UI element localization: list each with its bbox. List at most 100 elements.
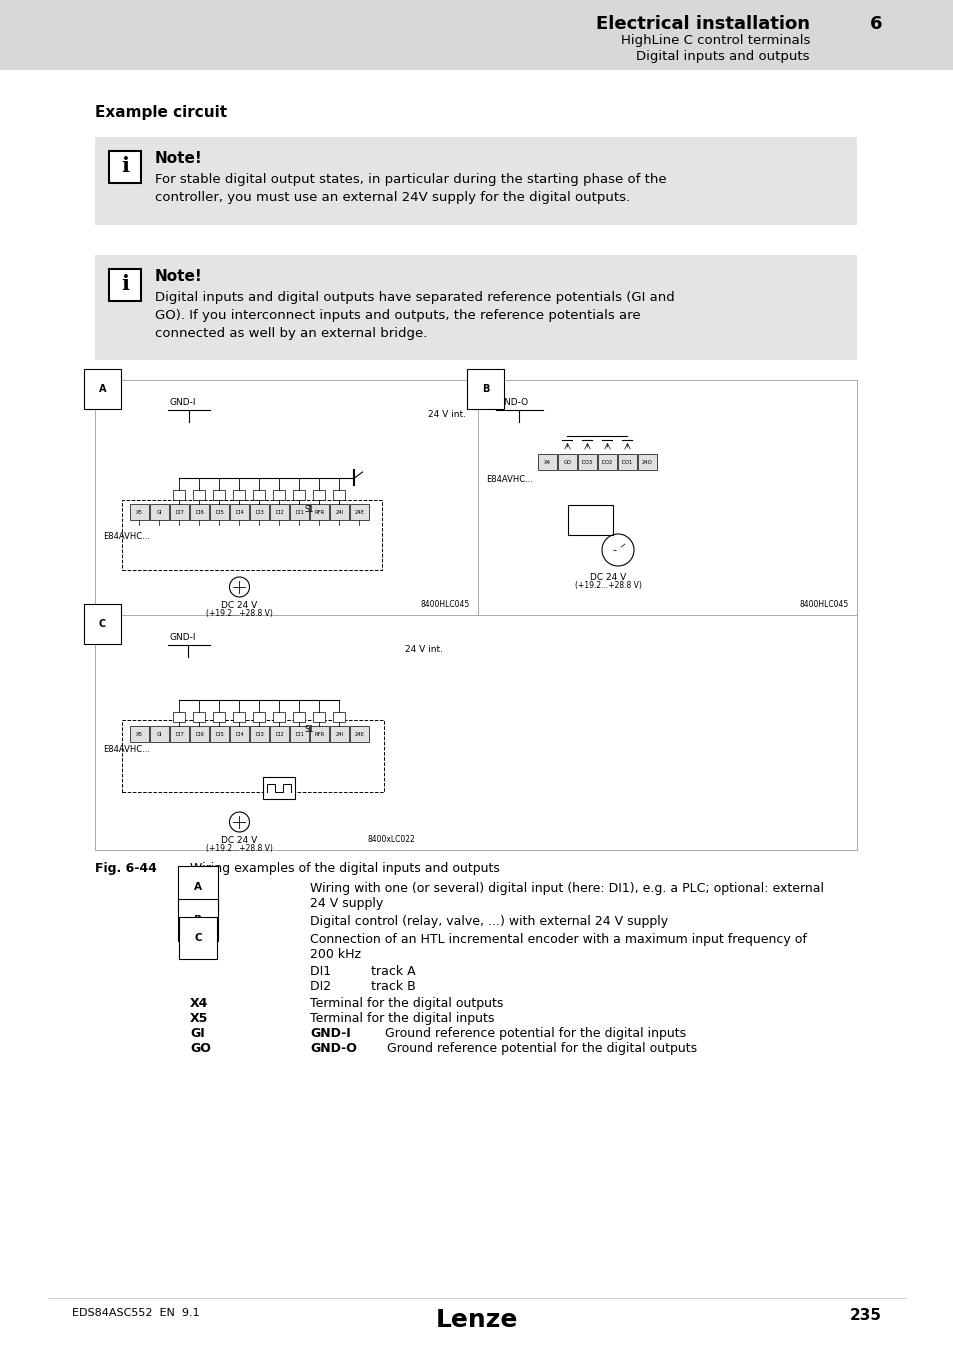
Text: DI4: DI4 (234, 732, 244, 737)
Bar (173, 490, 185, 500)
Text: 24O: 24O (641, 459, 652, 464)
Text: X5: X5 (136, 732, 143, 737)
Text: Digital inputs and outputs: Digital inputs and outputs (636, 50, 809, 63)
Text: For stable digital output states, in particular during the starting phase of the: For stable digital output states, in par… (154, 173, 666, 204)
Text: E84AVHC...: E84AVHC... (485, 475, 533, 485)
Text: EDS84ASC552  EN  9.1: EDS84ASC552 EN 9.1 (71, 1308, 199, 1318)
Bar (567, 505, 613, 535)
Text: DI3: DI3 (254, 732, 264, 737)
Text: DI5: DI5 (214, 509, 224, 514)
Bar (253, 711, 265, 722)
Bar (213, 711, 225, 722)
Text: GO: GO (563, 459, 571, 464)
Bar (109, 269, 141, 301)
Text: i: i (121, 157, 129, 176)
Text: DO1: DO1 (621, 459, 633, 464)
Text: Electrical installation: Electrical installation (596, 15, 809, 32)
Text: (+19.2...+28.8 V): (+19.2...+28.8 V) (206, 609, 273, 618)
Text: DO3: DO3 (581, 459, 593, 464)
Text: 235: 235 (849, 1308, 882, 1323)
Text: DI7: DI7 (175, 509, 184, 514)
Text: DI5: DI5 (214, 732, 224, 737)
Bar (170, 726, 189, 743)
Text: A: A (99, 383, 107, 394)
Text: RFR: RFR (314, 732, 324, 737)
Text: 24E: 24E (355, 732, 364, 737)
Bar (263, 778, 295, 799)
Text: DC 24 V: DC 24 V (589, 572, 625, 582)
Text: RFR: RFR (314, 509, 324, 514)
Bar (250, 726, 269, 743)
Text: S1: S1 (304, 725, 314, 734)
Text: GND-O: GND-O (310, 1042, 356, 1054)
Text: DO2: DO2 (601, 459, 613, 464)
Text: E84AVHC...: E84AVHC... (103, 745, 150, 755)
Text: Wiring examples of the digital inputs and outputs: Wiring examples of the digital inputs an… (190, 863, 499, 875)
Text: DC 24 V: DC 24 V (221, 601, 257, 610)
Bar (170, 504, 189, 520)
Bar (274, 490, 285, 500)
Text: DI6: DI6 (194, 732, 204, 737)
Bar (210, 726, 229, 743)
Text: DI2: DI2 (274, 509, 284, 514)
Text: -: - (612, 545, 616, 555)
Bar (95, 255, 856, 360)
Bar (330, 726, 349, 743)
Text: 24 V int.: 24 V int. (405, 645, 442, 653)
Text: DI2: DI2 (274, 732, 284, 737)
Text: 24E: 24E (355, 509, 364, 514)
Bar (109, 151, 141, 184)
Bar (310, 726, 329, 743)
Bar (270, 504, 289, 520)
Bar (290, 726, 309, 743)
Text: C: C (194, 933, 202, 944)
Bar (0, 0, 953, 70)
Text: A: A (193, 882, 202, 892)
Bar (270, 726, 289, 743)
Bar (350, 726, 369, 743)
Bar (193, 490, 205, 500)
Bar (253, 490, 265, 500)
Text: (+19.2...+28.8 V): (+19.2...+28.8 V) (574, 580, 640, 590)
Text: GI: GI (156, 732, 162, 737)
Bar (122, 500, 381, 570)
Text: GO: GO (190, 1042, 211, 1054)
Text: E84AVHC...: E84AVHC... (103, 532, 150, 541)
Bar (233, 711, 245, 722)
Bar (95, 136, 856, 225)
Text: 6: 6 (869, 15, 882, 32)
Text: GI: GI (190, 1027, 205, 1040)
Bar (334, 490, 345, 500)
Bar (230, 726, 249, 743)
Bar (193, 711, 205, 722)
Text: DI1          track A: DI1 track A (310, 965, 416, 977)
Text: GND-I: GND-I (170, 398, 196, 406)
Bar (122, 720, 384, 792)
Text: GND-I: GND-I (310, 1027, 351, 1040)
Text: DI3: DI3 (254, 509, 264, 514)
Text: Fig. 6-44: Fig. 6-44 (95, 863, 156, 875)
Text: (+19.2...+28.8 V): (+19.2...+28.8 V) (206, 844, 273, 853)
Text: 24 V supply: 24 V supply (310, 896, 383, 910)
Text: DI1: DI1 (294, 509, 304, 514)
Text: 8400HLC045: 8400HLC045 (799, 599, 848, 609)
Bar (537, 454, 557, 470)
Text: DI2          track B: DI2 track B (310, 980, 416, 994)
Text: 24I: 24I (335, 509, 343, 514)
Text: B: B (481, 383, 489, 394)
Bar (130, 726, 149, 743)
Bar (213, 490, 225, 500)
Text: DI4: DI4 (234, 509, 244, 514)
Text: 8400xLC022: 8400xLC022 (367, 836, 415, 844)
Text: DI1: DI1 (294, 732, 304, 737)
Bar (95, 379, 477, 616)
Text: GND-O: GND-O (497, 398, 529, 406)
Text: S1: S1 (304, 505, 314, 514)
Bar (294, 711, 305, 722)
Bar (350, 504, 369, 520)
Bar (150, 726, 169, 743)
Bar (330, 504, 349, 520)
Bar (598, 454, 617, 470)
Bar (477, 379, 856, 616)
Bar (558, 454, 577, 470)
